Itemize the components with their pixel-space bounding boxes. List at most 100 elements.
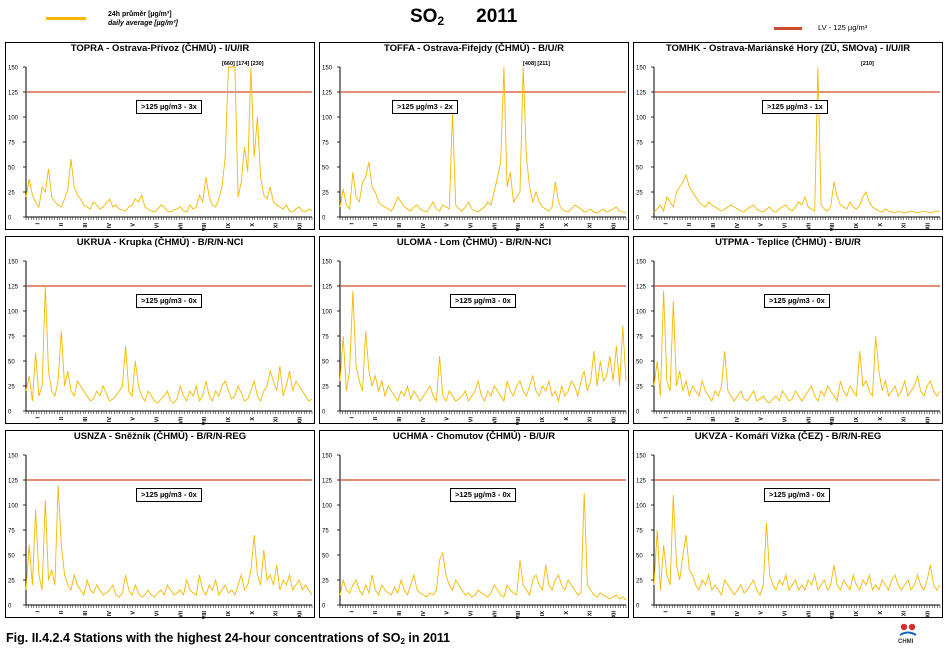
- x-tick-label: II: [373, 611, 379, 615]
- chart-panel: TOFFA - Ostrava-Fifejdy (ČHMÚ) - B/U/R 0 2…: [319, 42, 629, 231]
- exceedance-annotation: >125 µg/m3 - 0x: [450, 294, 516, 308]
- x-tick-label: III: [711, 417, 717, 422]
- x-tick-label: VI: [155, 417, 161, 423]
- panel-title: USNZA - Sněžník (ČHMÚ) - B/R/N-REG: [73, 431, 247, 442]
- y-tick-label: 25: [322, 579, 329, 585]
- y-tick-label: 75: [636, 141, 643, 147]
- series-line: [339, 66, 627, 214]
- series-line: [653, 290, 941, 404]
- y-tick-label: 75: [8, 335, 15, 341]
- x-tick-label: V: [445, 611, 451, 615]
- y-tick-label: 50: [8, 360, 15, 366]
- y-tick-label: 100: [636, 310, 647, 316]
- x-tick-label: III: [397, 611, 403, 616]
- y-tick-label: 100: [322, 310, 333, 316]
- y-tick-label: 125: [636, 285, 647, 291]
- x-tick-label: II: [59, 223, 65, 227]
- y-tick-label: 100: [322, 504, 333, 510]
- y-tick-label: 150: [636, 454, 647, 460]
- y-tick-label: 100: [636, 504, 647, 510]
- y-tick-label: 50: [322, 554, 329, 560]
- x-tick-label: VII: [492, 417, 498, 424]
- y-tick-label: 0: [636, 410, 640, 416]
- panel-title: TOPRA - Ostrava-Přívoz (ČHMÚ) - I/U/IR: [70, 43, 250, 54]
- y-tick-label: 75: [8, 141, 15, 147]
- y-tick-label: 100: [8, 310, 19, 316]
- x-tick-label: XI: [274, 417, 280, 423]
- x-tick-label: XI: [588, 223, 594, 229]
- y-tick-label: 0: [322, 410, 326, 416]
- peak-value-labels: [210]: [861, 61, 874, 67]
- x-tick-label: IX: [854, 611, 860, 617]
- exceedance-annotation: >125 µg/m3 - 0x: [764, 294, 830, 308]
- x-tick-label: V: [131, 223, 137, 227]
- x-tick-label: VII: [178, 223, 184, 230]
- series-line: [339, 492, 627, 601]
- x-tick-label: VII: [492, 611, 498, 618]
- panel-title: UKRUA - Krupka (ČHMÚ) - B/R/N-NCI: [76, 237, 244, 248]
- y-tick-label: 25: [8, 385, 15, 391]
- panel-title: UCHMA - Chomutov (ČHMÚ) - B/U/R: [392, 431, 556, 442]
- x-tick-label: VI: [469, 611, 475, 617]
- x-tick-label: III: [83, 223, 89, 228]
- y-tick-label: 100: [636, 116, 647, 122]
- x-tick-label: I: [663, 417, 669, 419]
- x-tick-label: IV: [107, 223, 113, 229]
- y-tick-label: 25: [636, 191, 643, 197]
- x-tick-label: X: [878, 611, 884, 615]
- legend-label-cz: 24h průměr [µg/m³]: [108, 11, 172, 18]
- legend-label-en: daily average [µg/m³]: [108, 20, 178, 27]
- y-tick-label: 50: [322, 360, 329, 366]
- y-tick-label: 25: [636, 579, 643, 585]
- x-tick-label: X: [250, 417, 256, 421]
- panel-title: UKVZA - Komáří Vížka (ČEZ) - B/R/N-REG: [694, 431, 882, 442]
- x-tick-label: V: [131, 611, 137, 615]
- x-tick-label: VI: [155, 611, 161, 617]
- chart-panel: UCHMA - Chomutov (ČHMÚ) - B/U/R 0 25 50 75 10…: [319, 430, 629, 619]
- panel-title: TOMHK - Ostrava-Mariánské Hory (ZÚ, SMOv…: [665, 43, 911, 54]
- y-tick-label: 75: [322, 335, 329, 341]
- title-year: 2011: [476, 6, 518, 27]
- x-tick-label: XII: [298, 417, 304, 424]
- y-tick-label: 100: [8, 504, 19, 510]
- x-tick-label: XI: [902, 223, 908, 229]
- x-tick-label: VII: [492, 223, 498, 230]
- legend-daily-average-line: [46, 17, 86, 20]
- y-tick-label: 0: [322, 604, 326, 610]
- x-tick-label: VIII: [830, 611, 836, 619]
- title-species: SO: [410, 6, 438, 27]
- x-tick-label: VIII: [202, 611, 208, 619]
- panel-title: ULOMA - Lom (ČHMÚ) - B/R/N-NCI: [396, 237, 552, 248]
- x-tick-label: VI: [783, 611, 789, 617]
- x-tick-label: XI: [902, 417, 908, 423]
- x-tick-label: XII: [612, 611, 618, 618]
- caption-prefix: Fig. II.4.2.4 Stations with the highest …: [6, 631, 401, 645]
- x-tick-label: IX: [226, 417, 232, 423]
- x-tick-label: VI: [469, 223, 475, 229]
- x-tick-label: IX: [540, 223, 546, 229]
- x-tick-label: III: [397, 223, 403, 228]
- x-tick-label: I: [35, 417, 41, 419]
- x-tick-label: I: [349, 417, 355, 419]
- series-line: [653, 66, 941, 214]
- series-line: [339, 290, 627, 403]
- title-species-subscript: 2: [437, 14, 445, 28]
- x-tick-label: II: [373, 223, 379, 227]
- series-line: [25, 66, 313, 213]
- x-tick-label: VIII: [830, 223, 836, 231]
- chmi-logo-text: CHMI: [898, 639, 914, 645]
- x-tick-label: I: [349, 611, 355, 613]
- x-tick-label: VIII: [202, 223, 208, 231]
- x-tick-label: IX: [854, 223, 860, 229]
- x-tick-label: I: [663, 223, 669, 225]
- x-tick-label: II: [59, 611, 65, 615]
- x-tick-label: II: [687, 417, 693, 421]
- x-tick-label: IX: [226, 223, 232, 229]
- x-tick-label: VIII: [516, 223, 522, 231]
- y-tick-label: 50: [636, 554, 643, 560]
- peak-value-labels: [408] [211]: [523, 61, 550, 67]
- x-tick-label: III: [83, 611, 89, 616]
- chart-main-title: SO2 2011: [410, 6, 517, 28]
